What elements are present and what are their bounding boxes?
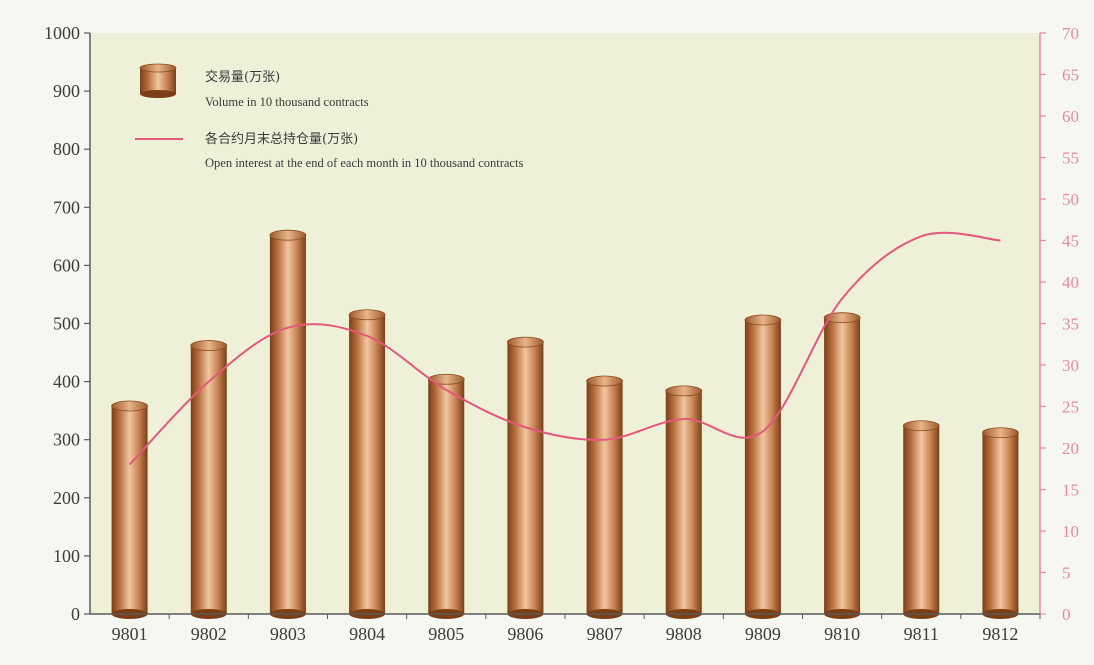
right-tick-label: 5 bbox=[1062, 564, 1071, 583]
right-tick-label: 65 bbox=[1062, 66, 1079, 85]
left-tick-label: 700 bbox=[53, 197, 80, 217]
bar-body bbox=[428, 379, 465, 614]
plot-background bbox=[90, 33, 1040, 614]
x-tick-label: 9812 bbox=[982, 624, 1018, 644]
left-tick-label: 900 bbox=[53, 81, 80, 101]
legend-swatch-base bbox=[140, 90, 176, 98]
right-tick-label: 20 bbox=[1062, 439, 1079, 458]
bar-9809 bbox=[744, 314, 782, 619]
x-tick-label: 9811 bbox=[904, 624, 939, 644]
bar-body bbox=[507, 342, 544, 614]
legend-swatch-cap bbox=[139, 63, 177, 73]
bar-9804 bbox=[348, 309, 386, 619]
bar-cap bbox=[427, 373, 465, 385]
x-tick-label: 9807 bbox=[587, 624, 623, 644]
bar-body bbox=[269, 235, 306, 615]
left-tick-label: 0 bbox=[71, 604, 80, 624]
x-tick-label: 9805 bbox=[428, 624, 464, 644]
bar-9812 bbox=[982, 427, 1019, 619]
bar-cap bbox=[111, 400, 148, 412]
bar-cap bbox=[348, 309, 386, 321]
axes: 0 100 200 300 400 500 600 700 800 900 1000 0 5 10 15 20… bbox=[44, 23, 1079, 644]
left-tick-label: 1000 bbox=[44, 23, 80, 43]
legend-swatch-volume bbox=[139, 63, 177, 98]
bar-9801 bbox=[111, 400, 148, 619]
legend: 交易量(万张) Volume in 10 thousand contracts 各合… bbox=[135, 63, 523, 170]
line-series bbox=[128, 231, 1001, 466]
bar-body bbox=[190, 345, 227, 614]
bar-body bbox=[111, 406, 148, 614]
x-tick-label: 9809 bbox=[745, 624, 781, 644]
left-tick-label: 800 bbox=[53, 139, 80, 159]
x-tick-label: 9808 bbox=[666, 624, 702, 644]
bar-body bbox=[982, 432, 1019, 614]
bar-9811 bbox=[902, 420, 940, 619]
bar-body bbox=[586, 381, 623, 614]
x-tick-label: 9806 bbox=[507, 624, 543, 644]
x-tick-label: 9810 bbox=[824, 624, 860, 644]
bar-9806 bbox=[507, 336, 544, 619]
bar-body bbox=[903, 425, 940, 614]
x-tick-label: 9801 bbox=[112, 624, 148, 644]
bar-cap bbox=[823, 312, 861, 324]
right-tick-label: 60 bbox=[1062, 107, 1079, 126]
right-tick-label: 10 bbox=[1062, 522, 1079, 541]
bar-cap bbox=[269, 229, 307, 241]
bar-cap bbox=[902, 420, 940, 432]
right-tick-label: 25 bbox=[1062, 398, 1079, 417]
bar-body bbox=[349, 314, 386, 614]
left-tick-label: 600 bbox=[53, 255, 80, 275]
right-tick-label: 0 bbox=[1062, 605, 1071, 624]
bar-cap bbox=[665, 385, 703, 397]
right-tick-label: 45 bbox=[1062, 232, 1079, 251]
left-tick-label: 400 bbox=[53, 372, 80, 392]
left-tick-label: 500 bbox=[53, 314, 80, 334]
bar-9807 bbox=[586, 375, 623, 619]
bar-cap bbox=[982, 427, 1019, 439]
bar-cap bbox=[586, 375, 623, 387]
bar-9803 bbox=[269, 229, 307, 619]
x-tick-label: 9802 bbox=[191, 624, 227, 644]
right-tick-label: 50 bbox=[1062, 190, 1079, 209]
bar-9808 bbox=[665, 385, 703, 619]
x-tick-label: 9803 bbox=[270, 624, 306, 644]
right-tick-label: 40 bbox=[1062, 273, 1079, 292]
left-tick-label: 300 bbox=[53, 430, 80, 450]
left-tick-label: 100 bbox=[53, 546, 80, 566]
right-tick-label: 30 bbox=[1062, 356, 1079, 375]
bar-cap bbox=[744, 314, 782, 326]
bar-9802 bbox=[190, 340, 228, 619]
right-tick-label: 70 bbox=[1062, 24, 1079, 43]
bar-body bbox=[824, 317, 861, 614]
bar-9810 bbox=[823, 312, 861, 619]
right-tick-label: 55 bbox=[1062, 149, 1079, 168]
right-tick-label: 15 bbox=[1062, 481, 1079, 500]
bar-9805 bbox=[427, 373, 465, 619]
legend-volume-cn: 交易量(万张) bbox=[205, 69, 280, 85]
bar-series bbox=[111, 229, 1019, 619]
left-tick-label: 200 bbox=[53, 488, 80, 508]
bar-body bbox=[665, 390, 702, 614]
x-tick-label: 9804 bbox=[349, 624, 385, 644]
legend-volume-en: Volume in 10 thousand contracts bbox=[205, 95, 369, 109]
legend-oi-cn: 各合约月末总持仓量(万张) bbox=[205, 131, 358, 147]
bar-cap bbox=[190, 340, 228, 351]
bar-cap bbox=[507, 336, 544, 348]
open-interest-line bbox=[128, 231, 1001, 466]
legend-oi-en: Open interest at the end of each month i… bbox=[205, 156, 523, 170]
bar-body bbox=[744, 320, 781, 614]
right-tick-label: 35 bbox=[1062, 315, 1079, 334]
